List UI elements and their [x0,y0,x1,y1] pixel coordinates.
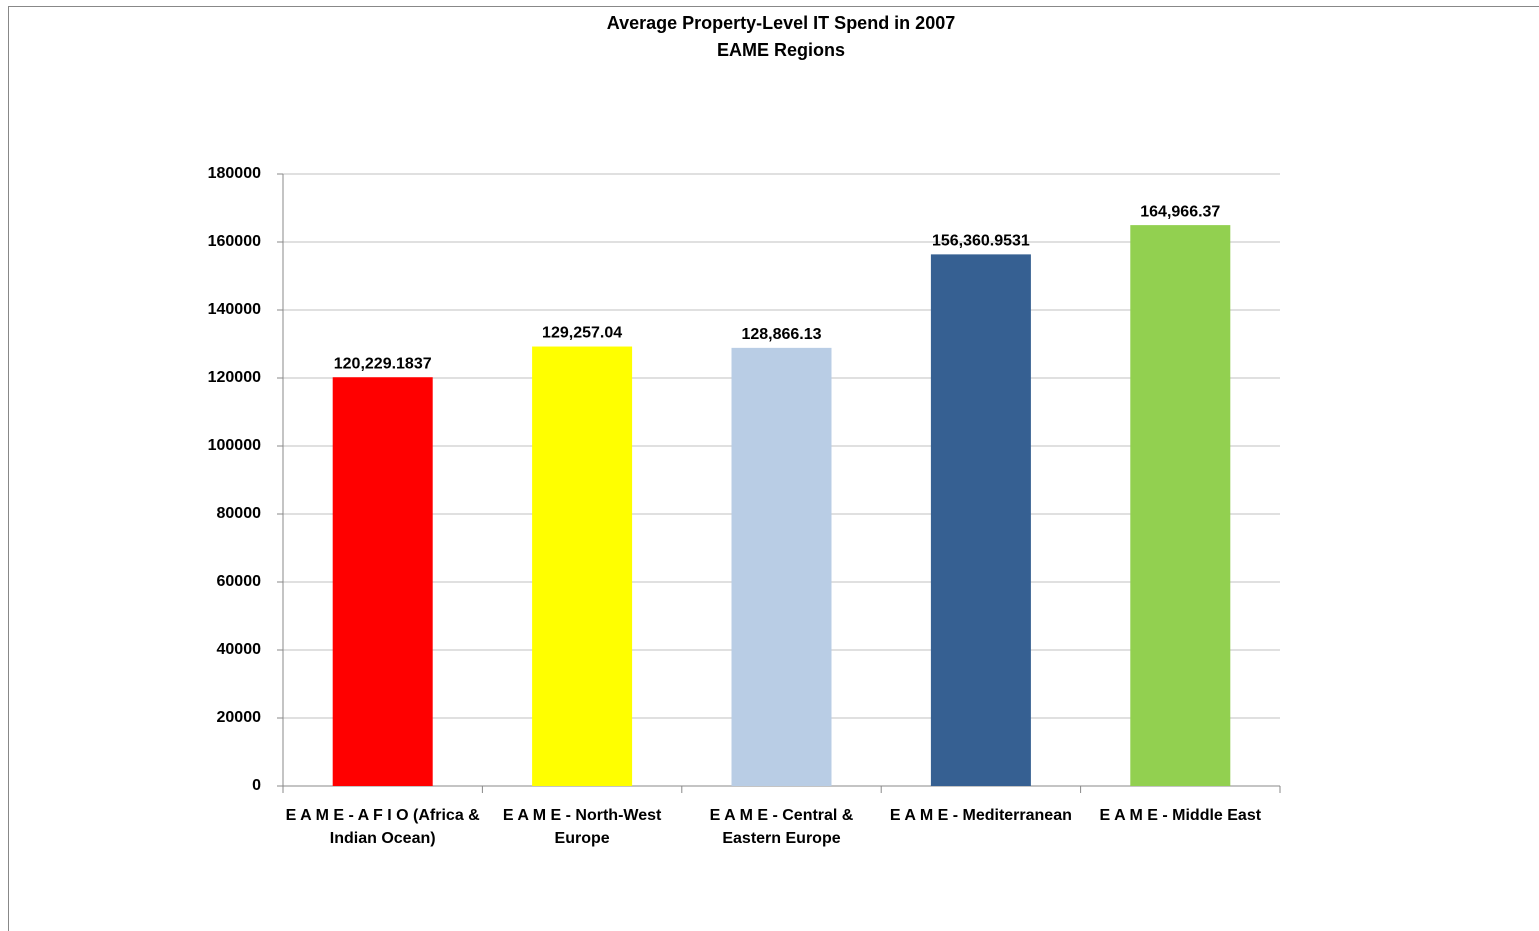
y-tick-label: 100000 [208,437,261,454]
x-tick-label: E A M E - Central & Eastern Europe [709,807,854,847]
bar [731,347,832,786]
bar [532,346,633,786]
x-tick-label: E A M E - A F I O (Africa & Indian Ocean… [285,807,480,847]
chart-border [8,6,1539,931]
chart-subtitle: EAME Regions [717,40,845,60]
y-tick-label: 80000 [217,505,262,522]
x-tick-label: E A M E - Mediterranean [889,807,1072,824]
y-tick-label: 0 [252,777,261,794]
value-label: 128,866.13 [741,326,821,343]
value-label: 120,229.1837 [334,355,432,372]
x-tick-label: E A M E - Middle East [1099,807,1262,824]
chart-title: Average Property-Level IT Spend in 2007 [607,13,955,33]
y-tick-label: 180000 [208,165,261,182]
y-tick-label: 20000 [217,709,262,726]
x-tick-label: E A M E - North-West Europe [502,807,662,847]
y-tick-label: 60000 [217,573,262,590]
value-label: 156,360.9531 [932,233,1030,250]
y-tick-label: 120000 [208,369,261,386]
y-tick-label: 160000 [208,233,261,250]
bar [1130,225,1231,786]
bar [930,254,1031,787]
bar [332,377,433,786]
value-label: 164,966.37 [1140,203,1220,220]
y-tick-label: 40000 [217,641,262,658]
y-tick-label: 140000 [208,301,261,318]
value-label: 129,257.04 [542,325,622,342]
